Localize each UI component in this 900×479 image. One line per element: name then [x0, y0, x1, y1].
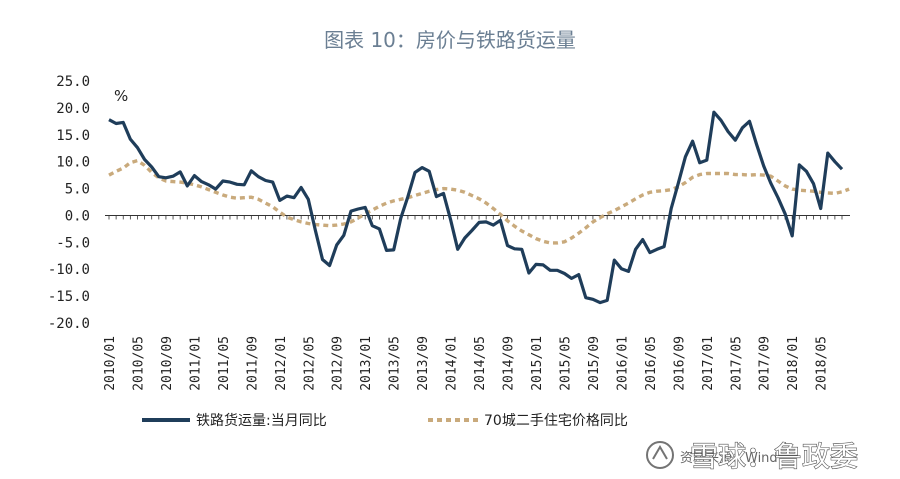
x-tick-label: 2012/01 — [274, 336, 289, 391]
x-tick-label: 2014/09 — [502, 336, 517, 391]
x-tick-label: 2013/05 — [388, 336, 403, 391]
x-tick-label: 2015/05 — [558, 336, 573, 391]
y-tick-label: -5.0 — [56, 235, 90, 251]
y-tick-label: -15.0 — [48, 289, 90, 305]
y-axis-ticks: 25.0 20.0 15.0 10.0 5.0 0.0 -5.0 -10.0 -15.0 -20.… — [48, 74, 90, 332]
x-tick-label: 2014/05 — [473, 336, 488, 391]
x-tick-label: 2018/05 — [815, 336, 830, 391]
x-tick-label: 2017/05 — [729, 336, 744, 391]
x-tick-label: 2010/05 — [131, 336, 146, 391]
y-tick-label: 25.0 — [56, 74, 90, 90]
x-tick-label: 2015/01 — [530, 336, 545, 391]
x-tick-label: 2012/09 — [331, 336, 346, 391]
y-tick-label: -20.0 — [48, 316, 90, 332]
x-tick-label: 2011/05 — [217, 336, 232, 391]
y-tick-label: 10.0 — [56, 155, 90, 171]
unit-label: % — [114, 87, 128, 105]
x-tick-label: 2014/01 — [445, 336, 460, 391]
y-tick-label: 20.0 — [56, 101, 90, 117]
x-axis: 2010/01 2010/05 2010/09 2011/01 2011/05 2011/… — [103, 214, 850, 391]
x-tick-label: 2010/09 — [160, 336, 175, 391]
series-line-rail-freight — [108, 110, 844, 305]
x-tick-label: 2017/01 — [701, 336, 716, 391]
x-tick-label: 2011/09 — [245, 336, 260, 391]
x-tick-label: 2011/01 — [188, 336, 203, 391]
x-tick-label: 2016/05 — [644, 336, 659, 391]
y-tick-label: -10.0 — [48, 262, 90, 278]
x-tick-label: 2016/01 — [615, 336, 630, 391]
x-tick-label: 2013/09 — [416, 336, 431, 391]
watermark: 资料来源：Wind 雪球：鲁政委 — [646, 439, 859, 474]
legend: 铁路货运量:当月同比 70城二手住宅价格同比 — [142, 412, 628, 429]
source-note: 资料来源：Wind — [680, 451, 778, 466]
y-tick-label: 0.0 — [65, 208, 90, 224]
x-tick-label: 2015/09 — [587, 336, 602, 391]
legend-label-rail-freight: 铁路货运量:当月同比 — [196, 412, 327, 429]
snowball-logo-icon — [646, 441, 674, 469]
y-tick-label: 15.0 — [56, 128, 90, 144]
series-lines — [108, 110, 850, 305]
x-tick-label: 2017/09 — [758, 336, 773, 391]
watermark-brand: 雪球：鲁政委 — [690, 440, 858, 473]
x-tick-label: 2013/01 — [359, 336, 374, 391]
legend-label-house-price: 70城二手住宅价格同比 — [484, 413, 628, 429]
y-tick-label: 5.0 — [65, 182, 90, 198]
x-tick-label: 2010/01 — [103, 336, 118, 391]
chart-title: 图表 10：房价与铁路货运量 — [324, 28, 576, 52]
series-line-house-price — [108, 158, 850, 245]
x-tick-label: 2016/09 — [672, 336, 687, 391]
x-tick-label: 2012/05 — [302, 336, 317, 391]
x-tick-label: 2018/01 — [786, 336, 801, 391]
